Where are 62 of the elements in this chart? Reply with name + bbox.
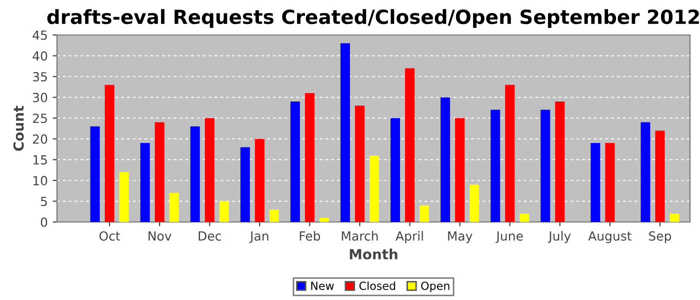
bar: [540, 110, 550, 222]
bar: [590, 143, 600, 222]
bar: [670, 214, 680, 222]
bar: [140, 143, 150, 222]
chart-title: drafts-eval Requests Created/Closed/Open September 2012: [47, 9, 699, 28]
bar: [455, 118, 465, 222]
legend-label: Open: [421, 282, 450, 292]
bar: [269, 210, 279, 222]
legend-label: Closed: [359, 281, 396, 290]
y-axis-title: Count: [13, 106, 24, 151]
x-tick-label: Jan: [249, 231, 268, 244]
bar: [640, 122, 650, 222]
x-tick-label: March: [342, 231, 378, 241]
bar: [470, 184, 480, 222]
x-tick-label: Oct: [99, 231, 120, 241]
bar: [405, 68, 415, 222]
bar: [169, 192, 179, 222]
bar: [104, 84, 114, 222]
bar: [655, 130, 665, 222]
bar: [290, 101, 300, 222]
y-tick-label: 45: [32, 30, 47, 40]
x-tick-label: June: [496, 231, 523, 244]
bar: [520, 214, 530, 222]
y-tick-label: 0: [40, 217, 48, 227]
y-tick-label: 35: [33, 72, 47, 82]
x-tick-label: Sep: [649, 231, 672, 244]
bar: [190, 126, 200, 222]
bar: [605, 143, 615, 222]
bar: [90, 126, 100, 222]
bar: [204, 118, 214, 222]
x-tick-label: Feb: [300, 231, 320, 241]
x-tick-label: April: [396, 231, 423, 244]
bar: [490, 110, 500, 222]
x-tick-label: July: [548, 231, 571, 244]
bar: [319, 218, 329, 222]
x-tick-label: Nov: [148, 231, 172, 241]
bar: [254, 138, 264, 222]
y-tick-label: 10: [33, 176, 48, 186]
y-tick-label: 25: [32, 114, 47, 124]
y-tick-label: 5: [40, 196, 47, 206]
x-tick-label: May: [448, 231, 472, 244]
bar: [119, 172, 129, 222]
legend-label: New: [311, 282, 334, 290]
y-tick-label: 30: [33, 92, 48, 102]
bar: [369, 156, 380, 222]
bar: [154, 122, 164, 222]
y-tick-label: 15: [33, 155, 47, 165]
bar: [240, 147, 250, 222]
bar: [354, 106, 364, 222]
bar: [505, 84, 515, 222]
bar: [340, 43, 350, 222]
x-axis-title: Month: [350, 248, 398, 260]
bar: [219, 201, 229, 222]
bar: [555, 101, 565, 222]
bar: [390, 118, 400, 222]
bar: [304, 93, 314, 222]
bar: [420, 205, 430, 222]
bar: [440, 97, 450, 222]
y-tick-label: 40: [32, 51, 48, 61]
y-tick-label: 20: [32, 134, 48, 144]
x-tick-label: Dec: [198, 231, 221, 241]
x-tick-label: August: [588, 231, 632, 244]
